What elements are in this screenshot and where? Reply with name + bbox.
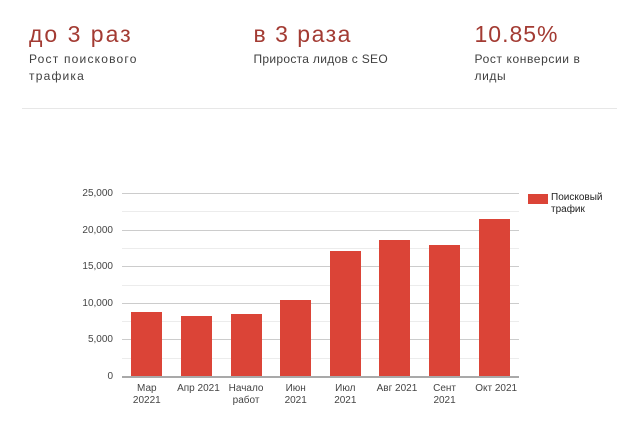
bar-Начало работ[interactable] bbox=[230, 314, 262, 377]
x-axis-label: Сент 2021 bbox=[433, 383, 456, 406]
bar-Мар 20221[interactable] bbox=[131, 312, 163, 377]
gridline-major bbox=[122, 302, 519, 304]
gridline-major bbox=[122, 193, 519, 194]
gridline-major bbox=[122, 339, 519, 341]
y-axis-label: 20,000 bbox=[82, 224, 113, 236]
x-axis-label: Авг 2021 bbox=[376, 383, 418, 394]
y-axis-label: 15,000 bbox=[82, 261, 113, 273]
stat-block-leads-growth: в 3 раза Прироста лидов с SEO bbox=[253, 20, 388, 69]
stat-block-conversion-growth: 10.85% Рост конверсии в лиды bbox=[474, 20, 581, 86]
x-axis-line bbox=[122, 376, 519, 378]
stat-value: в 3 раза bbox=[253, 20, 352, 47]
gridline-minor bbox=[122, 357, 519, 359]
x-axis-label: Мар 20221 bbox=[132, 383, 161, 406]
x-axis-label: Окт 2021 bbox=[475, 383, 518, 394]
x-axis-label: Начало работ bbox=[228, 383, 264, 406]
y-axis-label: 25,000 bbox=[82, 188, 113, 199]
stat-label: Рост поискового трафика bbox=[29, 51, 138, 84]
y-axis-label: 5,000 bbox=[87, 334, 113, 346]
gridline-minor bbox=[122, 284, 519, 286]
stat-value: до 3 раз bbox=[29, 20, 133, 47]
bar-Апр 2021[interactable] bbox=[180, 315, 212, 377]
y-axis-label: 0 bbox=[107, 371, 113, 382]
bar-Июл 2021[interactable] bbox=[329, 251, 361, 377]
gridline-minor bbox=[122, 321, 519, 323]
legend-label[interactable]: Поисковый трафик bbox=[551, 191, 603, 215]
stat-block-traffic-growth: до 3 раз Рост поискового трафика bbox=[29, 20, 138, 86]
x-axis-label: Июн 2021 bbox=[284, 383, 307, 406]
bar-Сент 2021[interactable] bbox=[429, 244, 461, 377]
stat-label: Прироста лидов с SEO bbox=[253, 51, 388, 66]
gridline-minor bbox=[122, 247, 519, 249]
bar-Авг 2021[interactable] bbox=[379, 239, 411, 377]
x-axis-label: Июл 2021 bbox=[334, 383, 357, 406]
y-axis-label: 10,000 bbox=[82, 297, 113, 309]
gridline-major bbox=[122, 266, 519, 268]
x-axis-label: Апр 2021 bbox=[177, 383, 220, 394]
gridline-minor bbox=[122, 211, 519, 213]
legend-swatch[interactable] bbox=[527, 194, 548, 204]
gridline-major bbox=[122, 229, 519, 231]
stat-value: 10.85% bbox=[474, 20, 559, 47]
bar-Июн 2021[interactable] bbox=[280, 300, 312, 377]
divider bbox=[22, 108, 617, 109]
stat-label: Рост конверсии в лиды bbox=[474, 51, 581, 84]
bar-Окт 2021[interactable] bbox=[478, 219, 510, 377]
